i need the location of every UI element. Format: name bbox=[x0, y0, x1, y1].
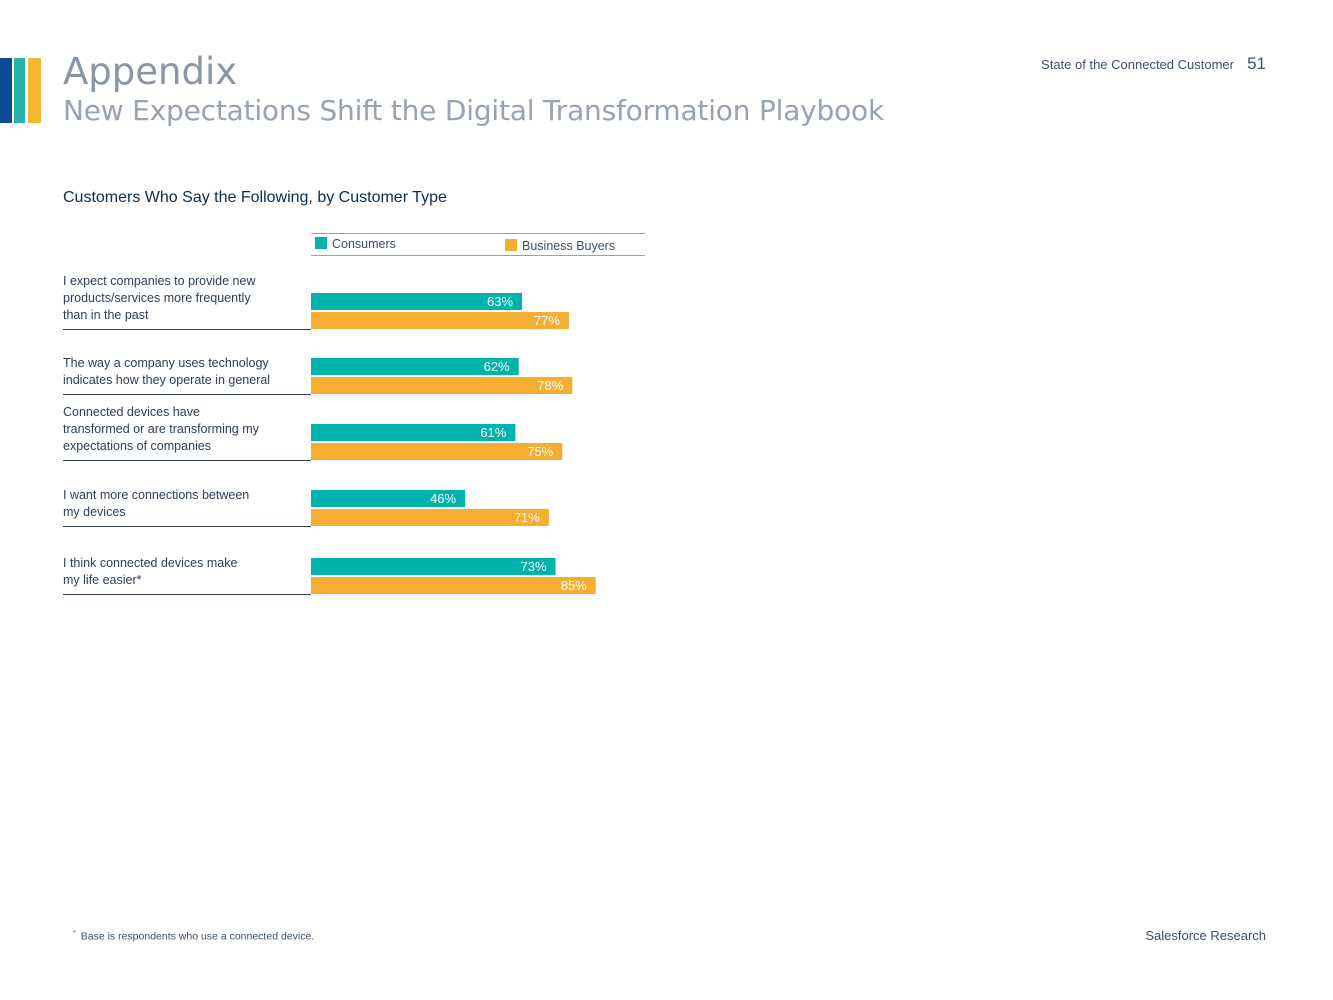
category-label-line: The way a company uses technology bbox=[63, 356, 269, 370]
category-label-line: my devices bbox=[63, 505, 126, 519]
legend-label-business-buyers: Business Buyers bbox=[522, 239, 616, 253]
footnote-marker: * bbox=[73, 930, 76, 937]
bar-consumers bbox=[311, 358, 519, 375]
legend-swatch-consumers bbox=[315, 237, 327, 249]
data-label-business-buyers: 78% bbox=[537, 378, 563, 393]
data-label-consumers: 62% bbox=[484, 359, 510, 374]
category-label-line: transformed or are transforming my bbox=[63, 422, 260, 436]
category-label-line: I expect companies to provide new bbox=[63, 274, 256, 288]
category-label-line: Connected devices have bbox=[63, 405, 200, 419]
chart-legend: Consumers Business Buyers bbox=[311, 233, 645, 256]
footnote-text: Base is respondents who use a connected … bbox=[80, 930, 315, 943]
legend-label-consumers: Consumers bbox=[332, 237, 396, 251]
bar-consumers bbox=[311, 490, 466, 507]
data-label-consumers: 61% bbox=[480, 425, 506, 440]
bar-consumers bbox=[311, 293, 523, 310]
accent-stripe-teal bbox=[14, 58, 25, 123]
category-label: I want more connections between my device… bbox=[63, 488, 249, 519]
bar-business-buyers bbox=[311, 443, 563, 460]
category-label: The way a company uses technology indicat… bbox=[63, 356, 270, 387]
data-label-business-buyers: 75% bbox=[527, 444, 553, 459]
accent-stripe-navy bbox=[0, 58, 12, 123]
brand-name: Salesforce Research bbox=[1145, 928, 1266, 943]
report-name: State of the Connected Customer bbox=[1041, 57, 1234, 72]
category-label-line: I want more connections between bbox=[63, 488, 249, 502]
bar-business-buyers bbox=[311, 577, 596, 594]
accent-stripes bbox=[0, 58, 42, 123]
category-label-line: products/services more frequently bbox=[63, 291, 251, 305]
legend-item-consumers: Consumers bbox=[315, 237, 396, 251]
chart-title: Customers Who Say the Following, by Cust… bbox=[63, 189, 447, 206]
footnote: * Base is respondents who use a connected… bbox=[73, 930, 314, 943]
category-label-line: expectations of companies bbox=[63, 439, 211, 453]
category-label: I expect companies to provide new product… bbox=[63, 274, 256, 322]
category-label: I think connected devices make my life ea… bbox=[63, 556, 237, 587]
accent-stripe-yellow bbox=[28, 58, 41, 123]
bar-business-buyers bbox=[311, 509, 549, 526]
category-label-line: I think connected devices make bbox=[63, 556, 237, 570]
category-label-line: than in the past bbox=[63, 308, 149, 322]
bar-consumers bbox=[311, 424, 516, 441]
legend-item-business-buyers: Business Buyers bbox=[505, 239, 615, 253]
data-label-business-buyers: 85% bbox=[561, 578, 587, 593]
data-label-consumers: 73% bbox=[521, 559, 547, 574]
page-number: 51 bbox=[1247, 54, 1266, 73]
legend-swatch-business-buyers bbox=[505, 239, 517, 251]
page-title: Appendix bbox=[63, 50, 238, 93]
data-label-business-buyers: 77% bbox=[534, 313, 560, 328]
data-label-business-buyers: 71% bbox=[514, 510, 540, 525]
page-subtitle: New Expectations Shift the Digital Trans… bbox=[63, 94, 885, 127]
bar-business-buyers bbox=[311, 312, 569, 329]
category-label-line: indicates how they operate in general bbox=[63, 373, 270, 387]
category-label-line: my life easier* bbox=[63, 573, 142, 587]
data-label-consumers: 63% bbox=[487, 294, 513, 309]
data-label-consumers: 46% bbox=[430, 491, 456, 506]
category-label: Connected devices have transformed or are… bbox=[63, 405, 260, 453]
bar-consumers bbox=[311, 558, 556, 575]
bar-business-buyers bbox=[311, 377, 573, 394]
